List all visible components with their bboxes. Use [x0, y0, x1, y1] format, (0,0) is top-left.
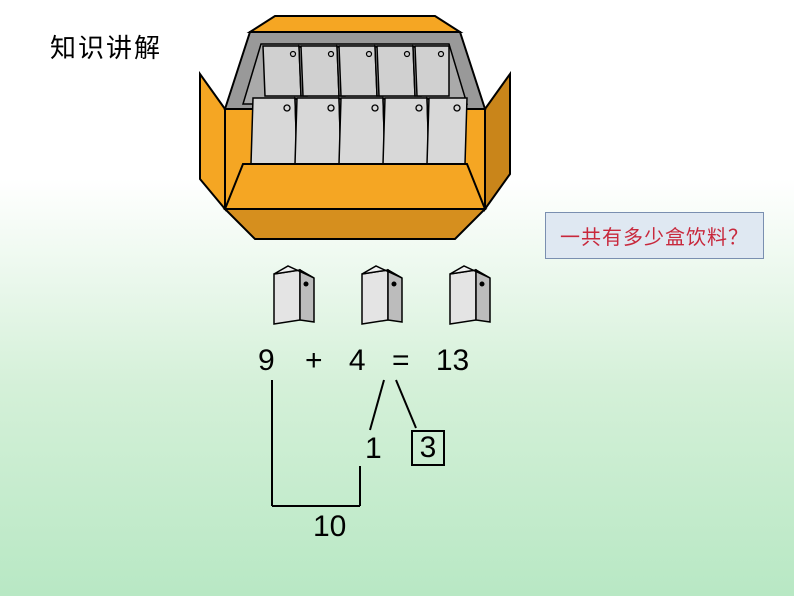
- operand-a: 9: [258, 344, 275, 378]
- drink-box-illustration: [195, 14, 515, 254]
- carton-item: [270, 264, 318, 328]
- number-split-diagram: 1 3 10: [266, 378, 466, 548]
- loose-cartons: [252, 264, 512, 328]
- question-text: 一共有多少盒饮料？: [560, 227, 749, 249]
- operand-b: 4: [349, 344, 366, 378]
- equals-sign: =: [392, 344, 410, 378]
- operator-plus: +: [305, 344, 323, 378]
- carton-item: [446, 264, 494, 328]
- question-box: 一共有多少盒饮料？: [545, 212, 764, 259]
- section-title: 知识讲解: [50, 28, 162, 65]
- carton-item: [358, 264, 406, 328]
- combine-ten: 10: [313, 510, 346, 544]
- equation: 9 + 4 = 13: [258, 344, 469, 378]
- result: 13: [436, 344, 469, 378]
- split-three-box: 3: [411, 430, 445, 466]
- split-one: 1: [365, 432, 382, 466]
